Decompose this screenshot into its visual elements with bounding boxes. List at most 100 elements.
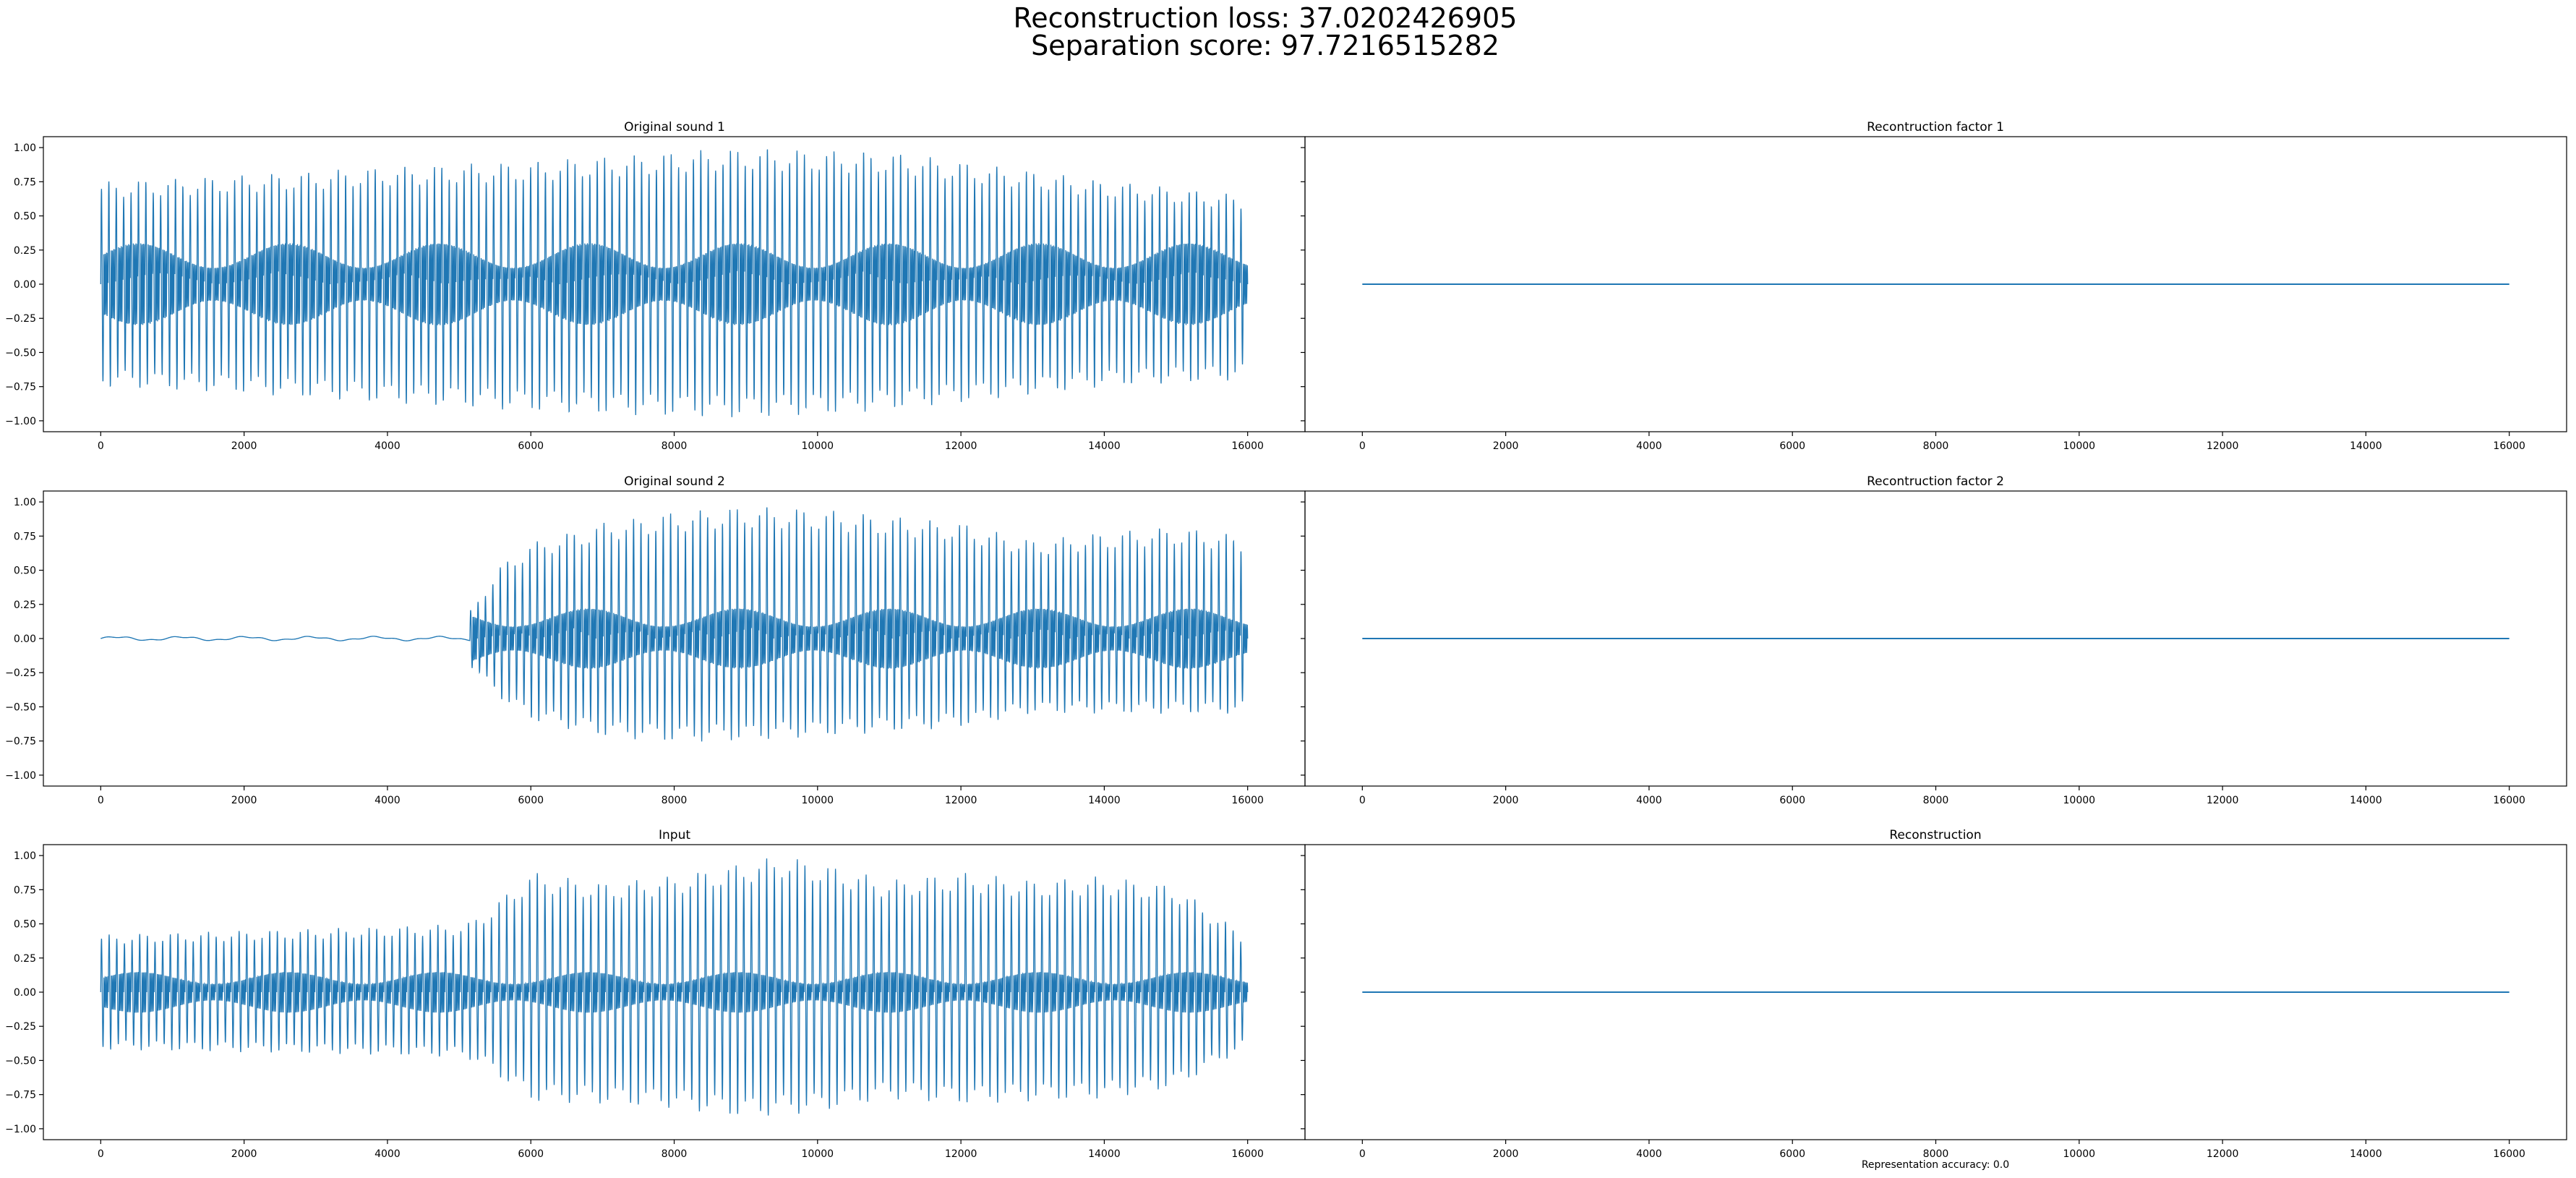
x-tick-label: 6000 bbox=[1779, 795, 1805, 806]
x-tick-label: 16000 bbox=[1231, 1148, 1264, 1160]
x-tick-label: 16000 bbox=[2493, 440, 2525, 452]
x-tick-label: 10000 bbox=[2063, 440, 2096, 452]
x-tick-label: 8000 bbox=[662, 440, 688, 452]
y-tick-label: 0.00 bbox=[14, 987, 36, 999]
x-tick-label: 2000 bbox=[231, 1148, 257, 1160]
x-tick-label: 6000 bbox=[1779, 1148, 1805, 1160]
panel-title: Reconstruction bbox=[1889, 828, 1981, 842]
y-tick-label: −1.00 bbox=[5, 770, 36, 782]
y-tick-label: −1.00 bbox=[5, 416, 36, 427]
x-tick-label: 16000 bbox=[1231, 795, 1264, 806]
y-tick-label: −0.25 bbox=[5, 1021, 36, 1033]
y-tick-label: −0.75 bbox=[5, 1090, 36, 1101]
x-tick-label: 12000 bbox=[945, 795, 977, 806]
x-tick-label: 12000 bbox=[2207, 440, 2239, 452]
y-tick-label: 1.00 bbox=[14, 497, 36, 508]
y-tick-label: −0.25 bbox=[5, 313, 36, 325]
x-tick-label: 4000 bbox=[375, 1148, 401, 1160]
x-tick-label: 6000 bbox=[1779, 440, 1805, 452]
x-tick-label: 14000 bbox=[2350, 1148, 2382, 1160]
x-tick-label: 2000 bbox=[1493, 1148, 1519, 1160]
y-tick-label: 0.75 bbox=[14, 176, 36, 188]
y-tick-label: 0.50 bbox=[14, 565, 36, 577]
panel-title: Recontruction factor 1 bbox=[1867, 120, 2004, 135]
x-tick-label: 0 bbox=[98, 440, 104, 452]
panel-title: Original sound 1 bbox=[624, 120, 725, 135]
suptitle-line-2: Separation score: 97.7216515282 bbox=[1031, 30, 1499, 61]
x-tick-label: 0 bbox=[1359, 440, 1366, 452]
x-tick-label: 14000 bbox=[1088, 440, 1121, 452]
y-tick-label: −0.50 bbox=[5, 1055, 36, 1067]
x-tick-label: 2000 bbox=[1493, 795, 1519, 806]
x-tick-label: 16000 bbox=[2493, 1148, 2525, 1160]
panel-title: Recontruction factor 2 bbox=[1867, 474, 2004, 489]
x-tick-label: 8000 bbox=[1923, 440, 1949, 452]
x-tick-label: 0 bbox=[98, 1148, 104, 1160]
y-tick-label: 0.50 bbox=[14, 211, 36, 223]
x-tick-label: 2000 bbox=[231, 795, 257, 806]
y-tick-label: 0.25 bbox=[14, 953, 36, 965]
x-tick-label: 16000 bbox=[1231, 440, 1264, 452]
x-tick-label: 8000 bbox=[662, 1148, 688, 1160]
panel-title: Original sound 2 bbox=[624, 474, 725, 489]
x-tick-label: 8000 bbox=[1923, 1148, 1949, 1160]
x-tick-label: 0 bbox=[98, 795, 104, 806]
x-tick-label: 4000 bbox=[1636, 440, 1662, 452]
x-tick-label: 10000 bbox=[2063, 795, 2096, 806]
panel-reconstruction: Reconstruction 0 2000 4000 6000 8000 10000 120… bbox=[1301, 828, 2567, 1160]
x-tick-label: 16000 bbox=[2493, 795, 2525, 806]
x-tick-label: 4000 bbox=[375, 795, 401, 806]
x-tick-label: 10000 bbox=[802, 795, 834, 806]
x-tick-label: 14000 bbox=[2350, 795, 2382, 806]
panel-input: Input 0 2000 4000 6000 8000 10000 12000 14000 16… bbox=[5, 828, 1306, 1160]
x-tick-label: 8000 bbox=[662, 795, 688, 806]
y-tick-label: 0.50 bbox=[14, 919, 36, 931]
x-tick-label: 6000 bbox=[518, 1148, 544, 1160]
x-tick-label: 10000 bbox=[2063, 1148, 2096, 1160]
y-tick-label: 1.00 bbox=[14, 142, 36, 154]
x-tick-label: 4000 bbox=[1636, 795, 1662, 806]
series-line bbox=[100, 507, 1249, 742]
x-tick-label: 10000 bbox=[802, 1148, 834, 1160]
y-tick-label: −1.00 bbox=[5, 1124, 36, 1135]
x-tick-label: 0 bbox=[1359, 1148, 1366, 1160]
x-tick-label: 10000 bbox=[802, 440, 834, 452]
y-tick-label: 0.25 bbox=[14, 599, 36, 611]
x-tick-label: 2000 bbox=[231, 440, 257, 452]
x-tick-label: 12000 bbox=[2207, 795, 2239, 806]
x-tick-label: 2000 bbox=[1493, 440, 1519, 452]
series-line bbox=[100, 149, 1249, 417]
representation-accuracy: Representation accuracy: 0.0 bbox=[1862, 1159, 2009, 1171]
y-tick-label: −0.75 bbox=[5, 382, 36, 393]
x-tick-label: 12000 bbox=[945, 1148, 977, 1160]
panel-reconstruction-factor-2: Recontruction factor 2 0 2000 4000 6000 8000… bbox=[1301, 474, 2567, 806]
x-tick-label: 4000 bbox=[1636, 1148, 1662, 1160]
y-tick-label: 0.00 bbox=[14, 633, 36, 645]
panel-original-sound-2: Original sound 2 0 2000 4000 6000 8000 10000 1… bbox=[5, 474, 1306, 806]
x-tick-label: 12000 bbox=[2207, 1148, 2239, 1160]
y-tick-label: −0.25 bbox=[5, 667, 36, 679]
x-tick-label: 4000 bbox=[375, 440, 401, 452]
y-tick-label: −0.75 bbox=[5, 736, 36, 748]
y-tick-label: 0.75 bbox=[14, 884, 36, 896]
panel-title: Input bbox=[659, 828, 690, 842]
y-tick-label: −0.50 bbox=[5, 347, 36, 359]
y-tick-label: 1.00 bbox=[14, 850, 36, 862]
panel-reconstruction-factor-1: Recontruction factor 1 0 2000 4000 6000 8000… bbox=[1301, 120, 2567, 452]
x-tick-label: 6000 bbox=[518, 795, 544, 806]
y-tick-label: 0.25 bbox=[14, 245, 36, 257]
y-tick-label: 0.00 bbox=[14, 279, 36, 291]
x-tick-label: 14000 bbox=[2350, 440, 2382, 452]
y-tick-label: 0.75 bbox=[14, 531, 36, 542]
suptitle-line-1: Reconstruction loss: 37.0202426905 bbox=[1014, 2, 1518, 34]
x-tick-label: 14000 bbox=[1088, 795, 1121, 806]
x-tick-label: 8000 bbox=[1923, 795, 1949, 806]
x-tick-label: 12000 bbox=[945, 440, 977, 452]
y-tick-label: −0.50 bbox=[5, 701, 36, 713]
panel-original-sound-1: Original sound 1 0 2000 4000 6000 8000 10000 1… bbox=[5, 120, 1306, 452]
x-tick-label: 0 bbox=[1359, 795, 1366, 806]
x-tick-label: 14000 bbox=[1088, 1148, 1121, 1160]
series-line bbox=[100, 858, 1249, 1116]
x-tick-label: 6000 bbox=[518, 440, 544, 452]
